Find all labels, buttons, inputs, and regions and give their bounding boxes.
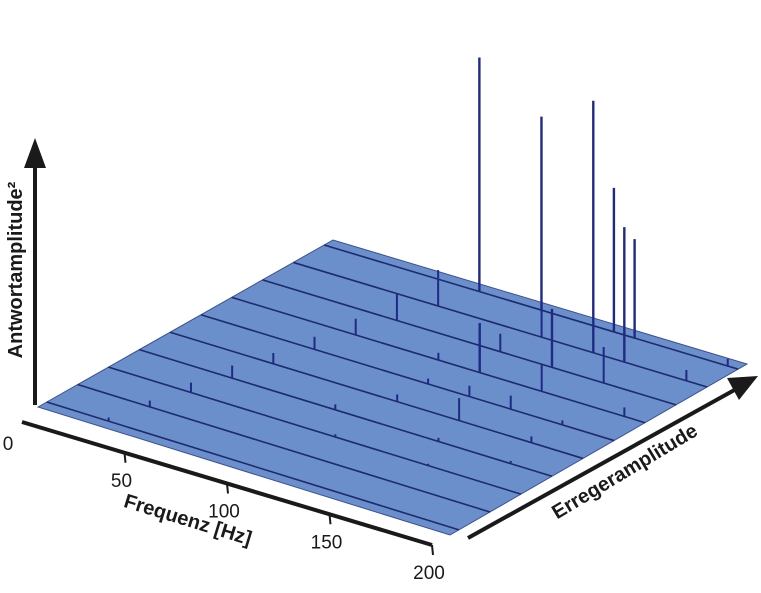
base-plane — [36, 239, 749, 536]
trace-line — [77, 383, 491, 513]
x-tick-label: 50 — [111, 471, 132, 492]
spike-marks — [107, 57, 729, 466]
trace-line — [200, 314, 615, 442]
trace-line — [46, 401, 460, 531]
trace-line — [169, 331, 584, 460]
x-ticks: 0 50 100 150 200 — [3, 434, 445, 584]
x-tick — [431, 544, 434, 556]
trace-line — [293, 261, 708, 388]
y-axis-arrow — [24, 138, 46, 168]
trace-lines — [46, 244, 739, 531]
trace-line — [108, 366, 522, 495]
y-axis-title: Antwortamplitude² — [5, 181, 27, 358]
x-tick — [328, 514, 332, 525]
trace-line — [323, 244, 739, 370]
x-tick-label: 0 — [3, 434, 14, 455]
x-tick — [226, 483, 229, 494]
x-tick-label: 200 — [413, 563, 445, 584]
trace-line — [262, 279, 677, 406]
z-axis-arrow — [727, 376, 758, 400]
x-tick — [123, 452, 127, 463]
z-axis-line — [467, 386, 739, 540]
trace-line — [139, 348, 553, 478]
x-tick-label: 100 — [208, 502, 240, 523]
x-tick-label: 150 — [311, 532, 343, 553]
